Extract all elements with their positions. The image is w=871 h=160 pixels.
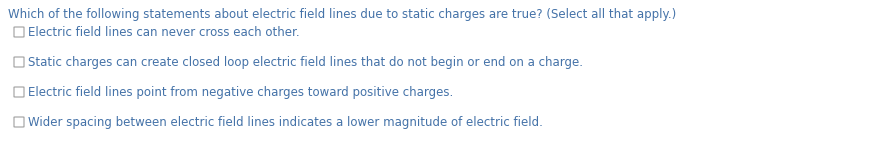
FancyBboxPatch shape <box>14 117 24 127</box>
FancyBboxPatch shape <box>14 87 24 97</box>
Text: Wider spacing between electric field lines indicates a lower magnitude of electr: Wider spacing between electric field lin… <box>28 116 543 129</box>
Text: Static charges can create closed loop electric field lines that do not begin or : Static charges can create closed loop el… <box>28 56 583 69</box>
FancyBboxPatch shape <box>14 27 24 37</box>
Text: Electric field lines can never cross each other.: Electric field lines can never cross eac… <box>28 26 300 39</box>
Text: Electric field lines point from negative charges toward positive charges.: Electric field lines point from negative… <box>28 86 453 99</box>
FancyBboxPatch shape <box>14 57 24 67</box>
Text: Which of the following statements about electric field lines due to static charg: Which of the following statements about … <box>8 8 676 21</box>
